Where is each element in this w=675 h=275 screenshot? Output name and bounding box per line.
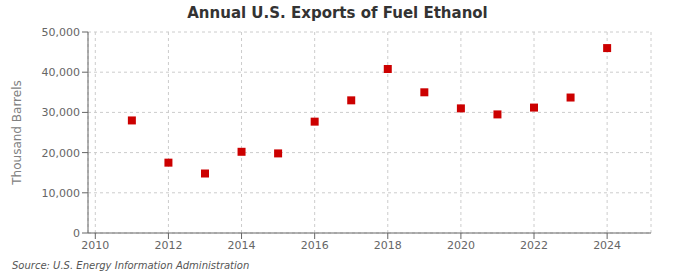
svg-text:2022: 2022 [520,239,548,252]
svg-text:2020: 2020 [447,239,475,252]
svg-text:2010: 2010 [81,239,109,252]
svg-text:40,000: 40,000 [42,66,81,79]
svg-text:30,000: 30,000 [42,106,81,119]
svg-text:Thousand Barrels: Thousand Barrels [10,80,24,185]
svg-text:10,000: 10,000 [42,187,81,200]
svg-text:2012: 2012 [154,239,182,252]
html-text:Source: U.S. Energy Informatio: Source: U.S. Energy Information Administ… [12,260,250,271]
svg-text:50,000: 50,000 [42,26,81,39]
svg-text:2024: 2024 [593,239,621,252]
html-text:Annual U.S. Exports of Fuel Et: Annual U.S. Exports of Fuel Ethanol [187,4,488,22]
svg-text:2018: 2018 [374,239,402,252]
svg-text:20,000: 20,000 [42,147,81,160]
svg-text:2014: 2014 [228,239,256,252]
svg-text:0: 0 [73,227,80,240]
svg-text:2016: 2016 [301,239,329,252]
